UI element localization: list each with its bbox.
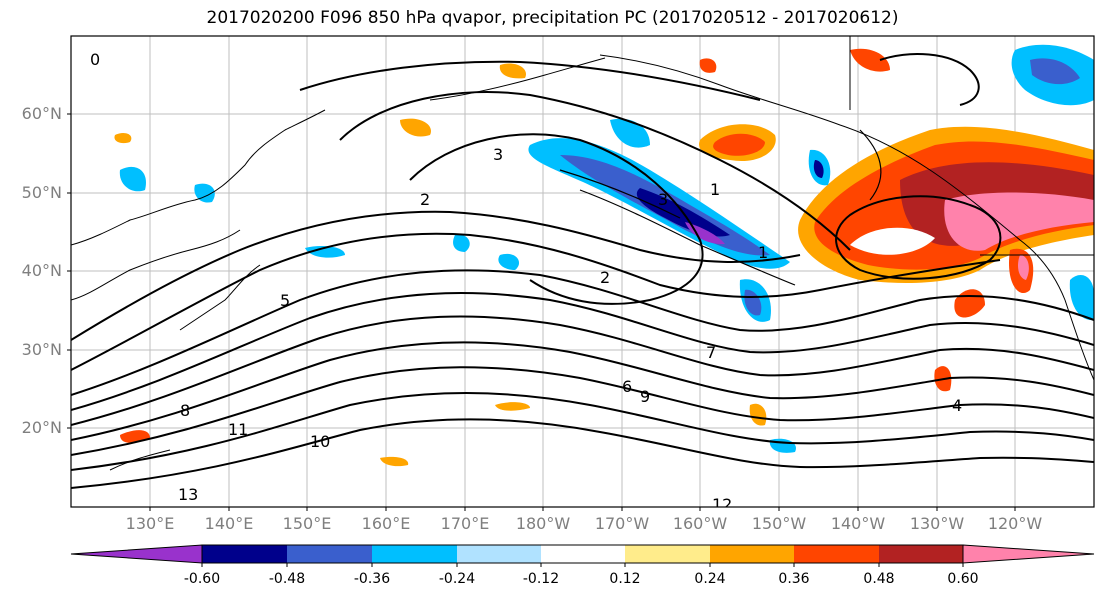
contour-label: 9 [640,387,650,406]
coastlines [71,36,1094,471]
colorbar-swatch [457,545,541,563]
contour-label: 5 [280,291,290,310]
lon-label: 150°W [751,514,807,533]
lon-label: 160°E [361,514,411,533]
colorbar-label: 0.12 [609,571,641,587]
colorbar-swatch [794,545,879,563]
contour-label: 4 [952,396,962,415]
colorbar-label: -0.36 [353,571,391,587]
lat-label: 50°N [21,183,62,202]
contour-label: 12 [712,495,732,514]
colorbar-label: 0.24 [694,571,726,587]
qvapor-contours-thin [559,129,882,286]
contour-labels: 0 2 3 1 2 5 7 8 9 10 11 12 13 1 6 3 4 [90,50,962,514]
tick-marks [67,113,1016,511]
contour-label: 7 [706,343,716,362]
contour-label: 3 [493,145,503,164]
contour-label: 8 [180,401,190,420]
colorbar-label: 0.60 [947,571,979,587]
precipitation-shading [114,44,1094,467]
colorbar-label: -0.24 [438,571,476,587]
lon-label: 150°E [282,514,332,533]
colorbar-label: 0.48 [863,571,895,587]
lat-label: 40°N [21,261,62,280]
lon-label: 140°E [204,514,254,533]
colorbar-swatch [372,545,457,563]
contour-label: 11 [228,420,248,439]
contour-label: 10 [310,432,330,451]
lat-label: 60°N [21,104,62,123]
colorbar-swatch [879,545,963,563]
contour-label: 0 [90,50,100,69]
map-title: 2017020200 F096 850 hPa qvapor, precipit… [206,8,899,28]
colorbar-label: 0.36 [778,571,810,587]
colorbar-label: -0.60 [183,571,221,587]
contour-label: 1 [710,180,720,199]
lon-label: 130°E [125,514,175,533]
colorbar-swatch [202,545,287,563]
colorbar-max-extension [962,544,1095,564]
qvapor-contours [71,53,1094,489]
lon-label: 160°W [672,514,728,533]
colorbar-label: -0.48 [268,571,306,587]
lon-label: 180°W [515,514,571,533]
contour-label: 2 [420,190,430,209]
contour-label: 13 [178,485,198,504]
lat-label: 20°N [21,418,62,437]
colorbar-swatch [710,545,794,563]
colorbar-swatch [287,545,372,563]
lat-label: 30°N [21,340,62,359]
contour-label: 3 [658,190,668,209]
colorbar [70,544,1095,567]
lon-label: 140°W [830,514,886,533]
colorbar-label: -0.12 [522,571,560,587]
colorbar-min-extension [70,544,203,564]
lon-label: 170°E [440,514,490,533]
lon-label: 170°W [594,514,650,533]
colorbar-swatch [625,545,710,563]
lon-label: 120°W [987,514,1043,533]
contour-label: 2 [600,268,610,287]
contour-label: 6 [622,377,632,396]
lon-label: 130°W [909,514,965,533]
colorbar-swatch [541,545,625,563]
contour-label: 1 [758,243,768,262]
colorbar-frame [201,544,964,564]
